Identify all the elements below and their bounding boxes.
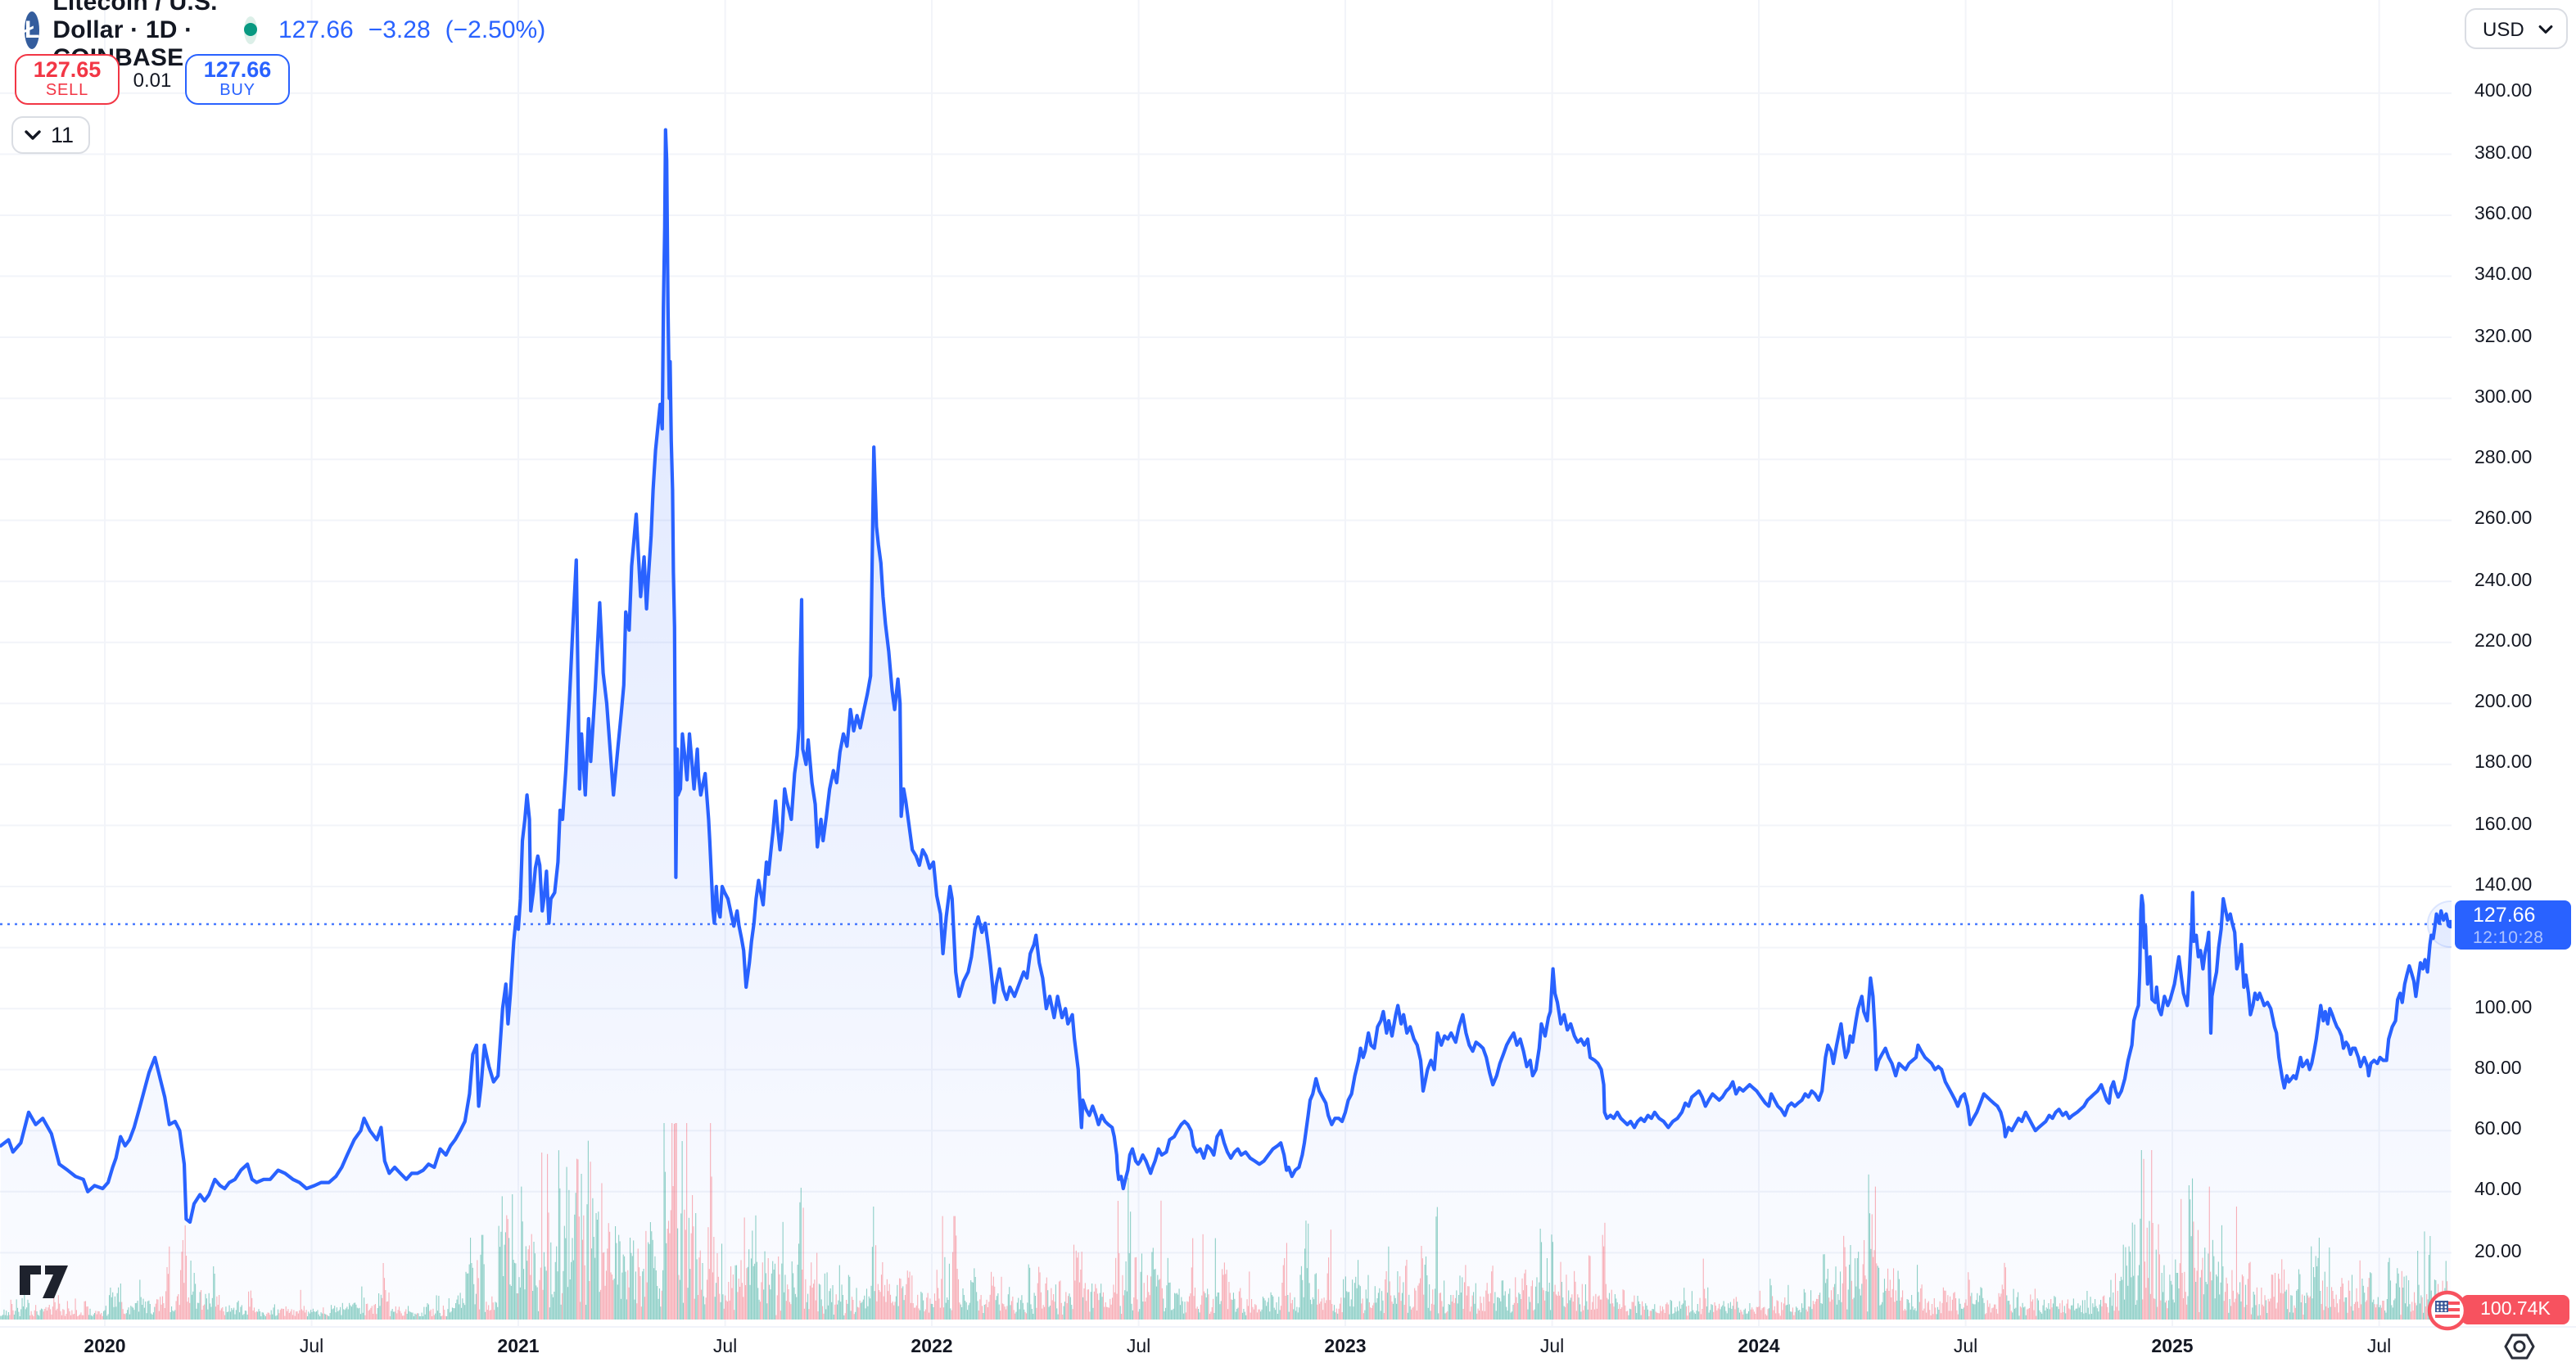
time-axis-tick: Jul: [1953, 1338, 1978, 1357]
spread-value: 0.01: [133, 68, 172, 91]
time-axis-tick: Jul: [2366, 1338, 2392, 1357]
volume-bars: [0, 1123, 2452, 1320]
current-price-label: 127.66 12:10:28: [2455, 900, 2571, 950]
buy-price: 127.66: [203, 56, 272, 82]
time-axis-tick: Jul: [712, 1338, 738, 1357]
time-axis-tick: Jul: [299, 1338, 324, 1357]
tradingview-logo-watermark[interactable]: [18, 1264, 70, 1300]
price-axis-tick: 220.00: [2474, 631, 2533, 652]
header-change-pct: (−2.50%): [445, 16, 546, 43]
indicators-collapsed-button[interactable]: 11: [11, 116, 91, 154]
price-axis-tick: 260.00: [2474, 509, 2533, 530]
price-axis-tick: 300.00: [2474, 387, 2533, 408]
chevron-down-icon: [25, 130, 41, 140]
litecoin-icon: Ł: [25, 11, 40, 48]
time-axis-tick: 2023: [1324, 1338, 1367, 1357]
price-area-fill: [0, 129, 2451, 1320]
price-axis-tick: 400.00: [2474, 82, 2533, 102]
time-axis-tick: 2020: [84, 1338, 126, 1357]
price-axis-tick: 100.00: [2474, 998, 2533, 1018]
currency-value: USD: [2483, 17, 2524, 40]
time-axis-tick: 2021: [497, 1338, 540, 1357]
sell-price: 127.65: [33, 56, 102, 82]
bar-countdown: 12:10:28: [2473, 928, 2544, 948]
price-axis[interactable]: 400.00 380.00 360.00 340.00 320.00 300.00 280.…: [2452, 0, 2576, 1326]
time-axis-tick: 2022: [911, 1338, 953, 1357]
price-axis-tick: 360.00: [2474, 205, 2533, 224]
volume-value-label: 100.74K: [2461, 1295, 2569, 1324]
price-scale-settings-icon[interactable]: [2504, 1333, 2535, 1360]
buy-label: BUY: [219, 81, 255, 100]
price-axis-tick: 60.00: [2474, 1120, 2522, 1140]
price-axis-tick: 180.00: [2474, 753, 2533, 774]
price-axis-tick: 200.00: [2474, 693, 2533, 713]
header-change: −3.28: [368, 16, 431, 43]
price-axis-tick: 40.00: [2474, 1180, 2522, 1201]
price-axis-tick: 280.00: [2474, 449, 2533, 469]
indicator-count: 11: [51, 123, 75, 147]
time-axis-tick: Jul: [1539, 1338, 1565, 1357]
time-axis-tick: Jul: [1126, 1338, 1151, 1357]
buy-button[interactable]: 127.66 BUY: [185, 54, 290, 105]
us-flag-economic-event-icon[interactable]: [2427, 1290, 2468, 1331]
time-axis-tick: 2025: [2151, 1338, 2194, 1357]
sell-label: SELL: [45, 81, 89, 100]
header-last-price: 127.66: [278, 16, 354, 43]
sell-button[interactable]: 127.65 SELL: [15, 54, 120, 105]
price-axis-tick: 320.00: [2474, 327, 2533, 346]
price-axis-tick: 20.00: [2474, 1242, 2522, 1262]
current-price-value: 127.66: [2473, 904, 2536, 927]
price-axis-tick: 160.00: [2474, 814, 2533, 835]
price-axis-tick: 340.00: [2474, 265, 2533, 286]
chevron-down-icon: [2538, 25, 2553, 33]
time-axis[interactable]: 2020 Jul 2021 Jul 2022 Jul 2023 Jul 2024 Jul 2025 J…: [0, 1326, 2576, 1367]
price-axis-tick: 240.00: [2474, 571, 2533, 591]
price-line: [0, 128, 2452, 1225]
currency-selector[interactable]: USD: [2465, 8, 2568, 49]
price-axis-tick: 80.00: [2474, 1058, 2522, 1079]
market-status-icon: [243, 16, 257, 43]
price-axis-tick: 380.00: [2474, 143, 2533, 164]
symbol-title[interactable]: Litecoin / U.S. Dollar · 1D · COINBASE: [52, 0, 218, 71]
time-axis-tick: 2024: [1738, 1338, 1780, 1357]
price-axis-tick: 140.00: [2474, 876, 2533, 896]
